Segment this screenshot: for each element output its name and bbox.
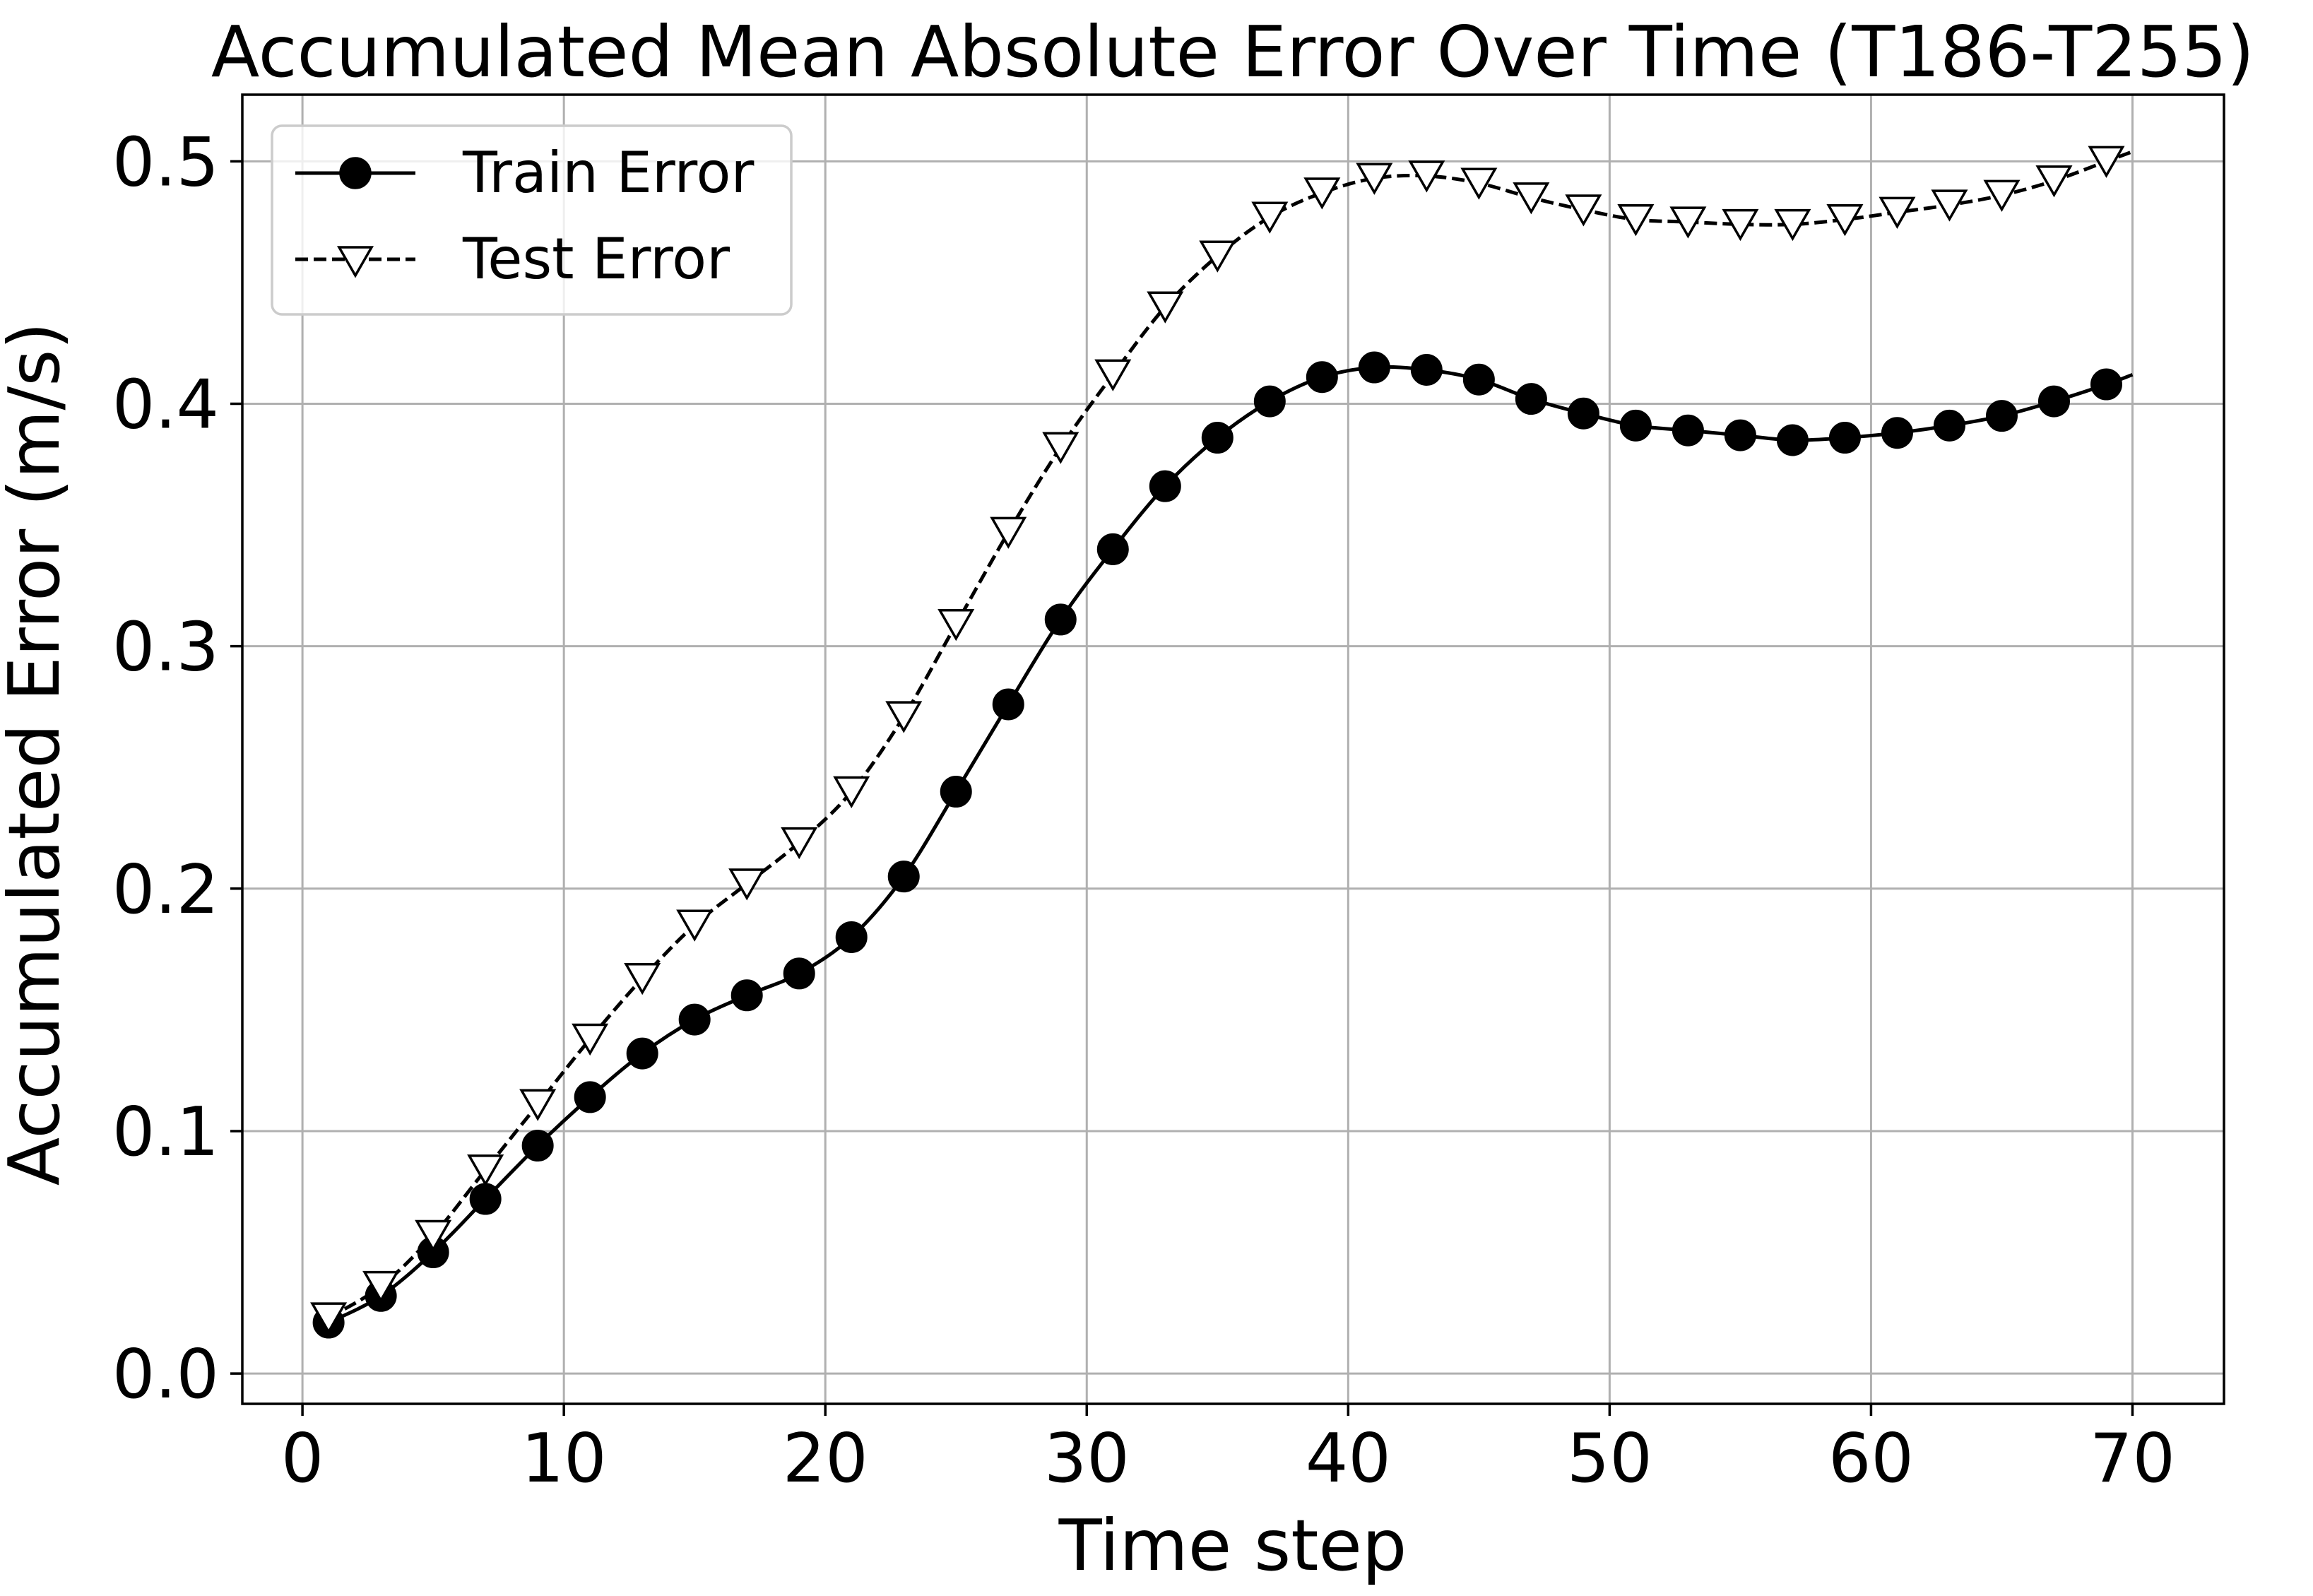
x-tick-label: 0 xyxy=(281,1420,324,1498)
test-error-point xyxy=(728,868,766,901)
legend-train-marker xyxy=(339,157,372,189)
test-error-point xyxy=(1356,162,1393,195)
train-error-point xyxy=(1044,603,1077,636)
x-tick-label: 50 xyxy=(1567,1420,1652,1498)
train-error-point xyxy=(1881,417,1913,449)
test-error-point xyxy=(467,1154,504,1187)
test-error-point xyxy=(310,1302,348,1335)
x-tick-label: 10 xyxy=(521,1420,607,1498)
y-tick-label: 0.2 xyxy=(112,851,219,929)
train-error-point xyxy=(992,688,1024,721)
test-error-point xyxy=(362,1270,400,1304)
train-error-point xyxy=(1149,470,1181,502)
y-axis-label: Accumulated Error (m/s) xyxy=(0,322,76,1186)
test-error-point xyxy=(1722,208,1759,242)
train-error-line xyxy=(327,365,2134,1325)
test-error-point xyxy=(1669,206,1707,239)
test-error-point xyxy=(1617,203,1655,237)
x-tick-label: 60 xyxy=(1828,1420,1914,1498)
train-error-point xyxy=(1567,397,1599,430)
test-error-point xyxy=(1931,189,1968,222)
train-error-point xyxy=(887,861,920,893)
train-error-point xyxy=(1410,353,1443,386)
test-error-point xyxy=(2088,146,2125,178)
train-error-point xyxy=(1306,361,1338,394)
test-error-point xyxy=(1042,432,1079,464)
test-error-point xyxy=(676,909,714,942)
test-error-point xyxy=(1826,203,1864,237)
legend-test-marker xyxy=(336,246,374,278)
train-error-point xyxy=(469,1183,502,1215)
test-error-point xyxy=(990,516,1027,549)
test-error-point xyxy=(781,827,818,860)
legend-label-test: Test Error xyxy=(462,226,730,292)
test-error-point xyxy=(1094,359,1132,391)
train-error-point xyxy=(521,1130,554,1162)
test-error-point xyxy=(2035,165,2073,198)
train-error-point xyxy=(1776,424,1809,456)
train-error-point xyxy=(730,979,763,1012)
test-error-point xyxy=(1199,240,1236,273)
x-tick-label: 20 xyxy=(783,1420,868,1498)
y-tick-label: 0.4 xyxy=(112,367,219,444)
train-error-point xyxy=(1201,422,1234,454)
test-error-point xyxy=(624,963,661,995)
test-error-point xyxy=(1879,196,1916,229)
axis-ticks: 0 10 20 30 40 50 60 70 0.0 0.1 0.2 0.3 0.4 0.5 xyxy=(112,124,2175,1498)
train-error-point xyxy=(626,1037,658,1070)
test-error-point xyxy=(885,701,923,733)
train-error-point xyxy=(1096,533,1129,565)
test-error-point xyxy=(937,609,975,642)
test-error-point xyxy=(1983,179,2021,212)
train-error-point xyxy=(1828,422,1861,454)
y-tick-label: 0.1 xyxy=(112,1094,219,1171)
test-error-point xyxy=(1460,167,1498,200)
train-error-point xyxy=(1985,400,2018,432)
train-error-point xyxy=(835,921,868,953)
train-error-point xyxy=(1462,363,1495,396)
train-error-point xyxy=(1253,385,1286,418)
test-error-point xyxy=(519,1089,557,1121)
train-error-point xyxy=(1358,351,1390,384)
x-tick-label: 40 xyxy=(1306,1420,1391,1498)
train-error-point xyxy=(940,776,972,808)
test-error-point xyxy=(1513,182,1550,215)
train-error-point xyxy=(1515,383,1547,415)
test-error-point xyxy=(1774,208,1811,242)
train-error-point xyxy=(1619,409,1652,442)
test-error-point xyxy=(833,776,870,809)
train-error-point xyxy=(1672,414,1704,447)
train-error-point xyxy=(1933,409,1965,442)
x-axis-label: Time step xyxy=(1058,1504,1407,1587)
series-layer xyxy=(310,146,2134,1339)
legend-label-train: Train Error xyxy=(462,140,754,206)
test-error-point xyxy=(415,1219,452,1253)
train-error-point xyxy=(678,1003,711,1036)
grid xyxy=(242,95,2224,1404)
train-error-point xyxy=(783,957,815,990)
test-error-point xyxy=(1408,160,1445,193)
legend: Train Error Test Error xyxy=(271,124,793,316)
test-error-point xyxy=(1147,291,1184,324)
y-tick-label: 0.5 xyxy=(112,124,219,201)
plot-frame xyxy=(241,93,2225,1405)
x-tick-label: 30 xyxy=(1044,1420,1130,1498)
y-tick-label: 0.0 xyxy=(112,1336,219,1414)
x-tick-label: 70 xyxy=(2090,1420,2175,1498)
train-error-point xyxy=(574,1081,606,1113)
y-tick-label: 0.3 xyxy=(112,609,219,687)
test-error-point xyxy=(572,1023,609,1056)
test-error-point xyxy=(1303,177,1341,210)
train-error-point xyxy=(2090,368,2122,401)
test-error-point xyxy=(1251,201,1289,234)
train-error-point xyxy=(1724,419,1756,451)
chart-title: Accumulated Mean Absolute Error Over Tim… xyxy=(211,11,2254,93)
test-error-point xyxy=(1565,194,1602,227)
train-error-point xyxy=(2037,385,2070,418)
